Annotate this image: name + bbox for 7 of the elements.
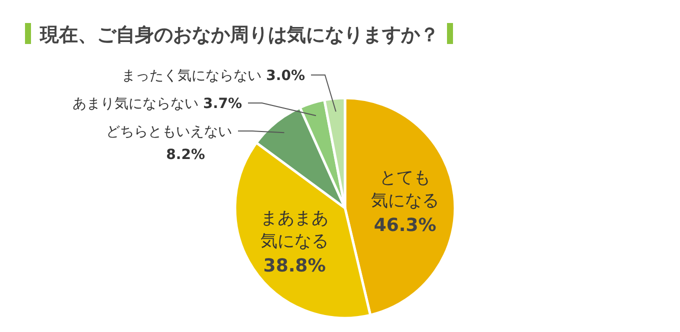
data-label: 3.7% [198, 96, 242, 112]
slice-label: まったく気にならない [121, 68, 262, 84]
data-label: 3.0% [261, 68, 305, 84]
slice-label: あまり気にならない [72, 96, 198, 112]
data-label: 8.2% [166, 147, 205, 163]
slice-label: どちらともいえない [106, 124, 232, 140]
title: 現在、ご自身のおなか周りは気になりますか？ [25, 23, 453, 46]
